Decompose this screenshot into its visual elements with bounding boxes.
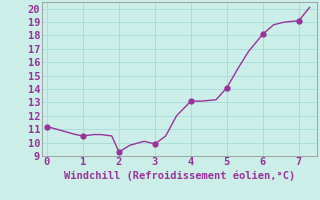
X-axis label: Windchill (Refroidissement éolien,°C): Windchill (Refroidissement éolien,°C) (64, 170, 295, 181)
